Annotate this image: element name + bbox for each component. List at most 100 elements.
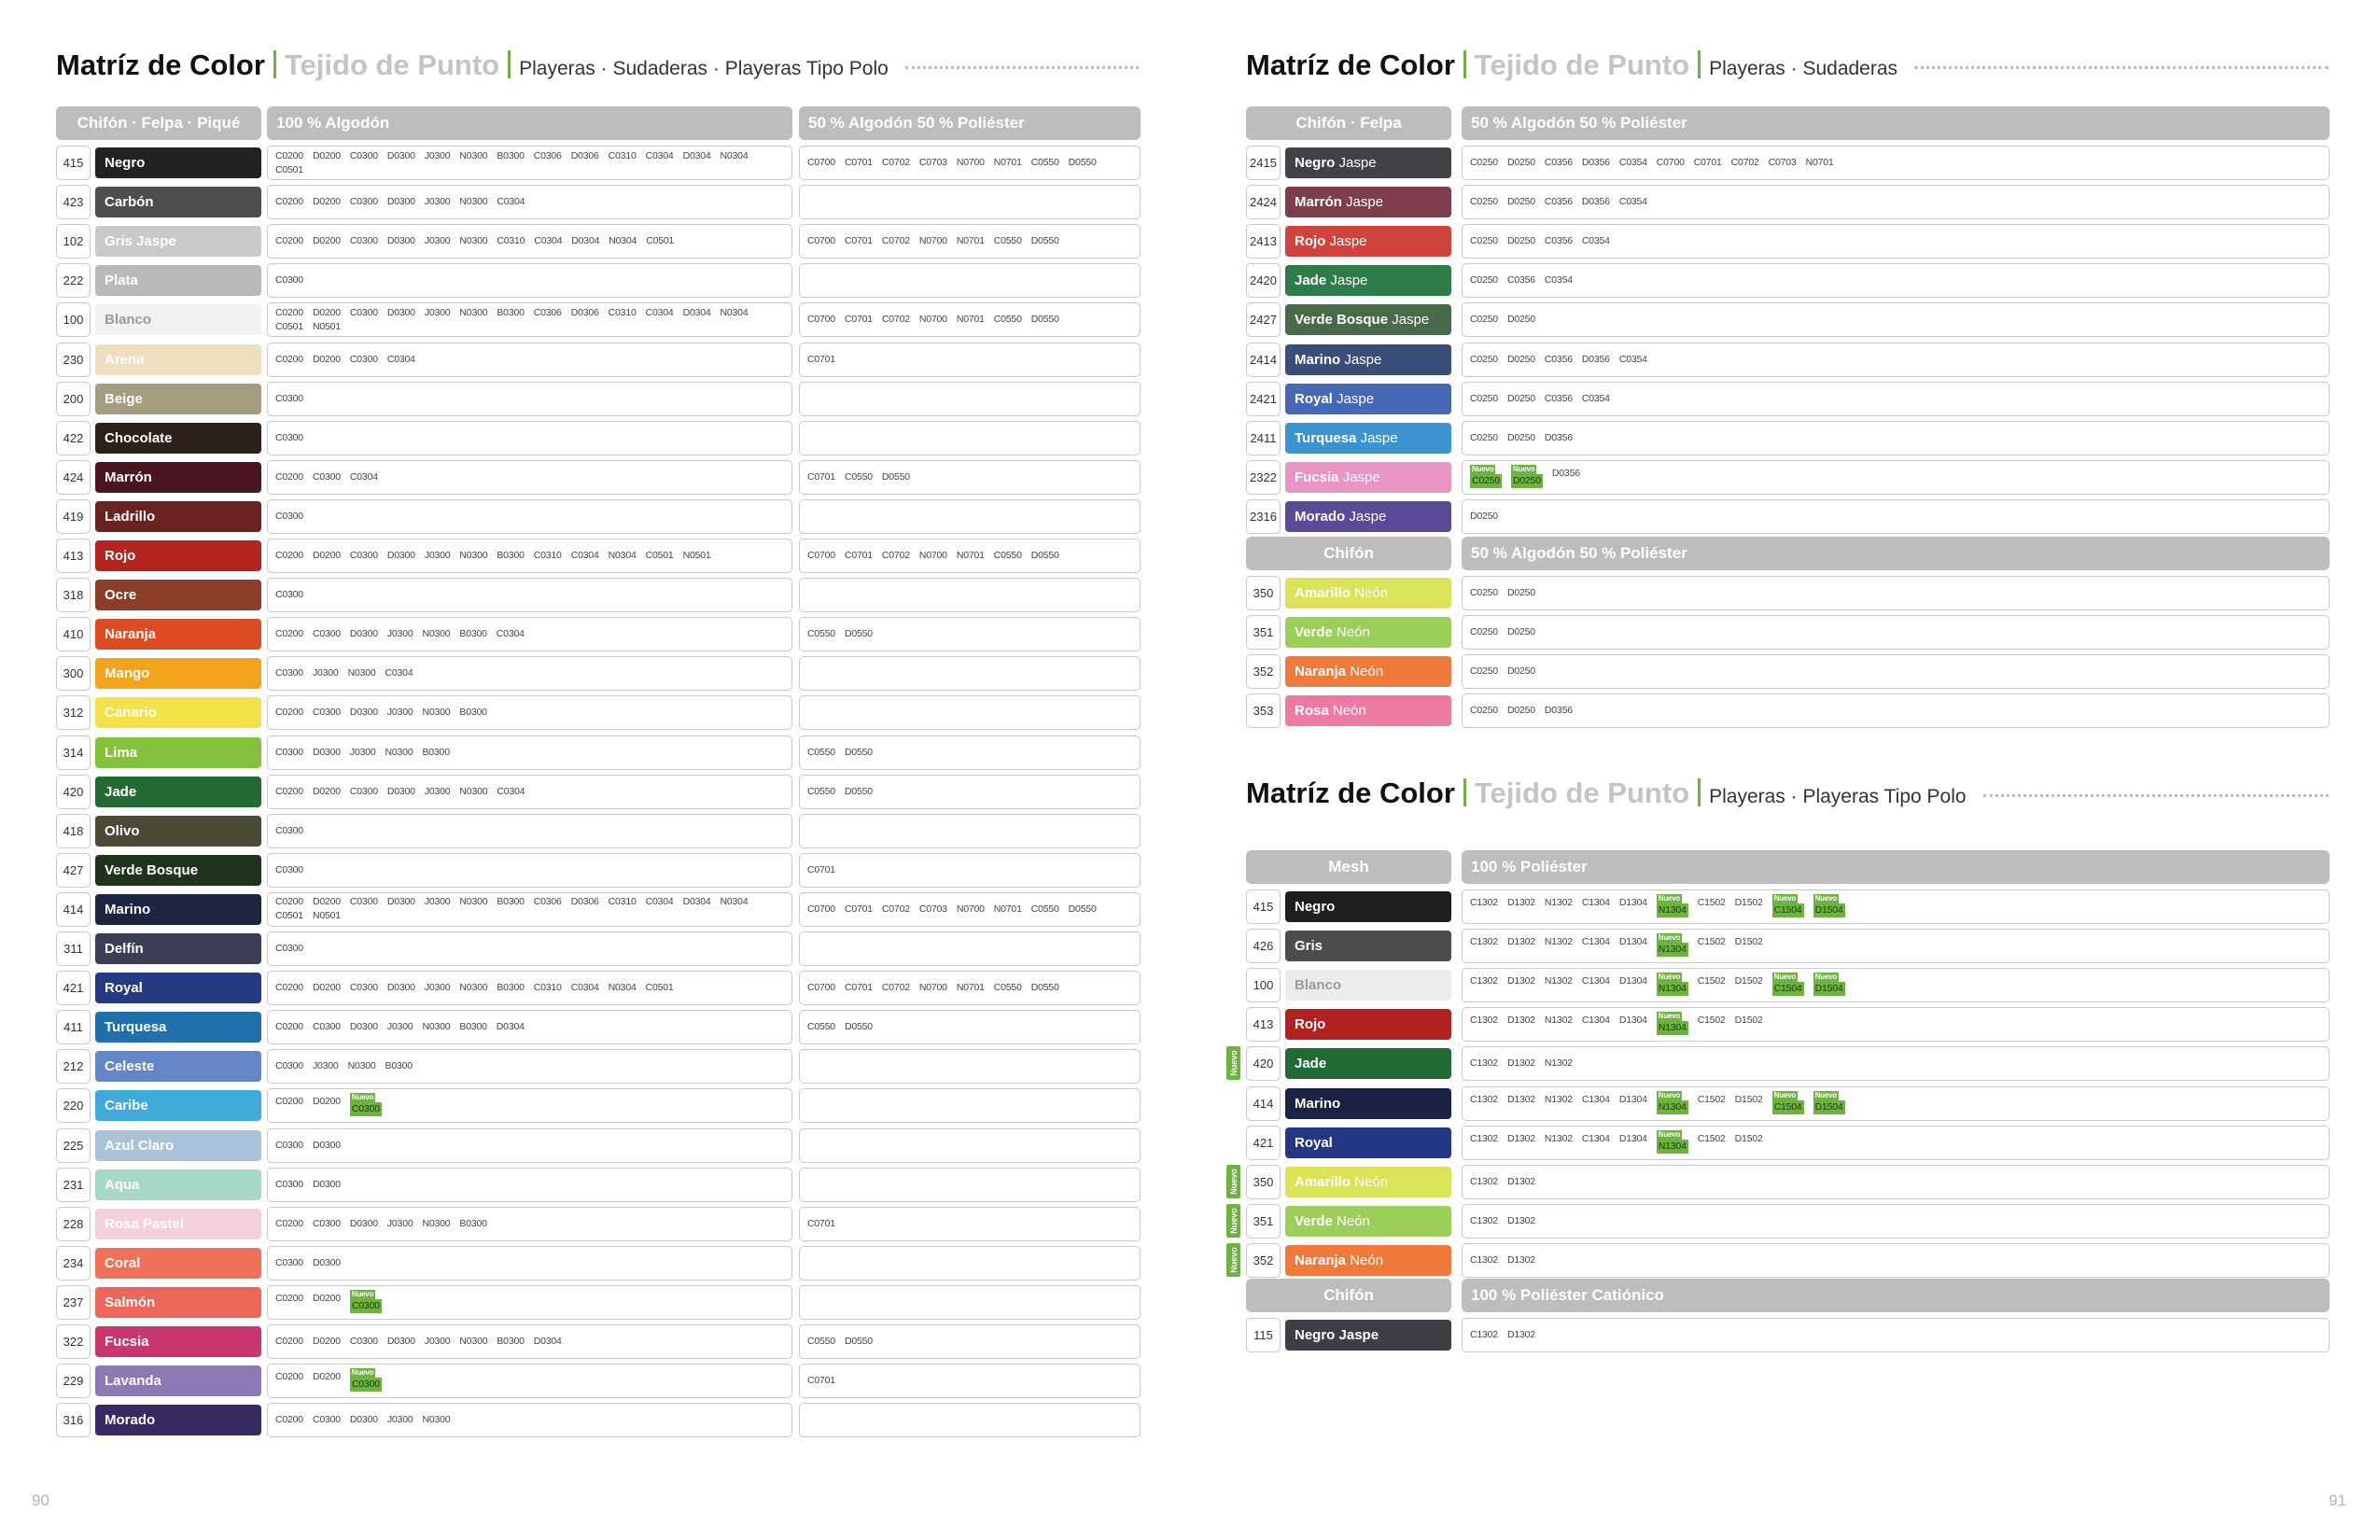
style-code: D0200: [312, 235, 341, 247]
style-code: C0300: [275, 746, 303, 758]
style-codes-cell: C0250 D0250: [1462, 615, 2330, 651]
style-code: C1304: [1581, 975, 1610, 987]
color-swatch: Morado: [95, 1405, 261, 1436]
style-code: B0300: [497, 306, 525, 318]
color-code: 2424: [1246, 185, 1281, 220]
color-name: Marino: [105, 901, 151, 917]
style-code: J0300: [424, 306, 451, 318]
color-swatch: Lima: [95, 736, 261, 768]
style-codes-cell: C0701 C0550 D0550: [799, 459, 1141, 495]
style-code: C0300: [275, 431, 303, 443]
style-code: N0701: [1805, 157, 1834, 168]
color-name: Gris Jaspe: [105, 233, 176, 250]
style-code: C0310: [533, 550, 562, 561]
style-code: D0250: [1506, 157, 1535, 168]
style-codes-cell: C0200 C0300 D0300 J0300 N0300 B0300 D0304: [267, 1010, 792, 1045]
style-code-new: N1304: [1656, 1012, 1688, 1036]
style-codes-cell: C0550 D0550: [799, 735, 1141, 770]
style-code: C0300: [312, 470, 341, 483]
color-code: 411: [56, 1010, 91, 1045]
color-name: Lavanda: [105, 1373, 161, 1390]
heading-divider: [508, 50, 511, 78]
style-code: C0200: [275, 550, 303, 561]
style-code-new: C0300: [349, 1368, 382, 1393]
style-codes-cell: C0250 D0250 C0356 D0356 C0354: [1462, 185, 2330, 220]
style-code: C0300: [275, 667, 303, 679]
style-code: N0501: [312, 910, 341, 922]
header-composition: 100 % Algodón: [267, 106, 792, 140]
color-swatch: Coral: [95, 1247, 261, 1279]
style-code: J0300: [424, 235, 451, 247]
color-name: Carbón: [105, 194, 154, 211]
style-code: N0300: [459, 196, 488, 208]
style-code: D0304: [682, 306, 711, 318]
new-badge: Nuevo: [1226, 1203, 1240, 1238]
style-code: C1302: [1470, 1329, 1498, 1340]
color-name: Jade: [105, 783, 137, 800]
style-code: D1502: [1734, 897, 1763, 908]
style-code: C0310: [608, 896, 637, 908]
color-name: Ocre: [105, 587, 137, 604]
style-codes-cell: C1302 D1302: [1462, 1164, 2330, 1199]
style-codes-cell: C1302 D1302: [1462, 1203, 2330, 1239]
style-code: C0304: [497, 785, 525, 797]
color-swatch: Ladrillo: [95, 500, 261, 532]
style-code: C0306: [533, 896, 562, 908]
style-code: C0702: [881, 550, 910, 561]
style-code: C0304: [570, 982, 599, 994]
style-code: D0300: [386, 1336, 415, 1347]
page-number: 90: [32, 1491, 49, 1509]
style-codes-cell: C0300: [267, 498, 792, 534]
style-code: N1302: [1544, 975, 1573, 987]
style-code: N0300: [422, 1217, 451, 1229]
color-code: 352: [1246, 654, 1281, 690]
heading-subtitle: Tejido de Punto: [284, 49, 500, 81]
color-name-suffix: Jaspe: [1346, 194, 1384, 211]
color-code: 421: [56, 971, 91, 1006]
color-name-suffix: Jaspe: [1360, 429, 1398, 446]
style-code: C0250: [1470, 314, 1498, 326]
color-name: Negro: [1295, 155, 1336, 171]
color-swatch: Azul Claro: [95, 1129, 261, 1161]
color-name: Salmón: [105, 1294, 156, 1310]
style-codes-cell: [799, 381, 1141, 416]
color-code: 322: [56, 1324, 91, 1359]
color-name: Marino: [1295, 1095, 1341, 1112]
style-code: C1302: [1470, 897, 1498, 908]
style-code: C1304: [1581, 897, 1610, 908]
style-code: C0304: [570, 550, 599, 561]
style-code: C1304: [1581, 936, 1610, 948]
color-name: Marino: [1295, 351, 1341, 368]
style-code: C0300: [275, 1139, 303, 1151]
style-code: C0200: [275, 1336, 303, 1347]
heading-dotted-rule: [904, 66, 1139, 69]
style-code: N0701: [956, 550, 985, 561]
color-code: 420: [56, 774, 91, 809]
style-code: C0300: [349, 235, 378, 247]
color-swatch: Rojo: [1285, 1009, 1451, 1041]
style-codes-cell: [799, 578, 1141, 613]
color-code: 426: [1246, 929, 1281, 964]
color-swatch: Fucsia Jaspe: [1285, 461, 1451, 493]
heading-subtitle: Tejido de Punto: [1474, 777, 1690, 809]
color-name: Negro: [105, 155, 146, 171]
style-code: C0701: [1693, 157, 1722, 168]
style-code: D0304: [682, 149, 711, 161]
style-code: C0356: [1544, 353, 1573, 365]
style-code: N1302: [1544, 897, 1573, 908]
style-code: N0300: [422, 707, 451, 719]
style-code: D0300: [386, 982, 415, 994]
style-code: C0701: [807, 1217, 835, 1229]
style-code: D0200: [312, 982, 341, 994]
style-code: C0501: [275, 910, 303, 922]
color-code: 314: [56, 735, 91, 770]
style-code: C0300: [275, 1060, 303, 1072]
style-code: C0701: [844, 235, 873, 247]
style-code: D0250: [1506, 431, 1535, 443]
style-code: D1302: [1506, 897, 1535, 908]
style-codes-cell: C0200 D0200 C0300 D0300 J0300 N0300 B0300 D0304: [267, 1324, 792, 1359]
color-code: 312: [56, 695, 91, 731]
color-swatch: Aqua: [95, 1169, 261, 1200]
style-codes-cell: C0250 D0250 D0356: [1462, 420, 2330, 455]
style-code: B0300: [459, 1217, 487, 1229]
